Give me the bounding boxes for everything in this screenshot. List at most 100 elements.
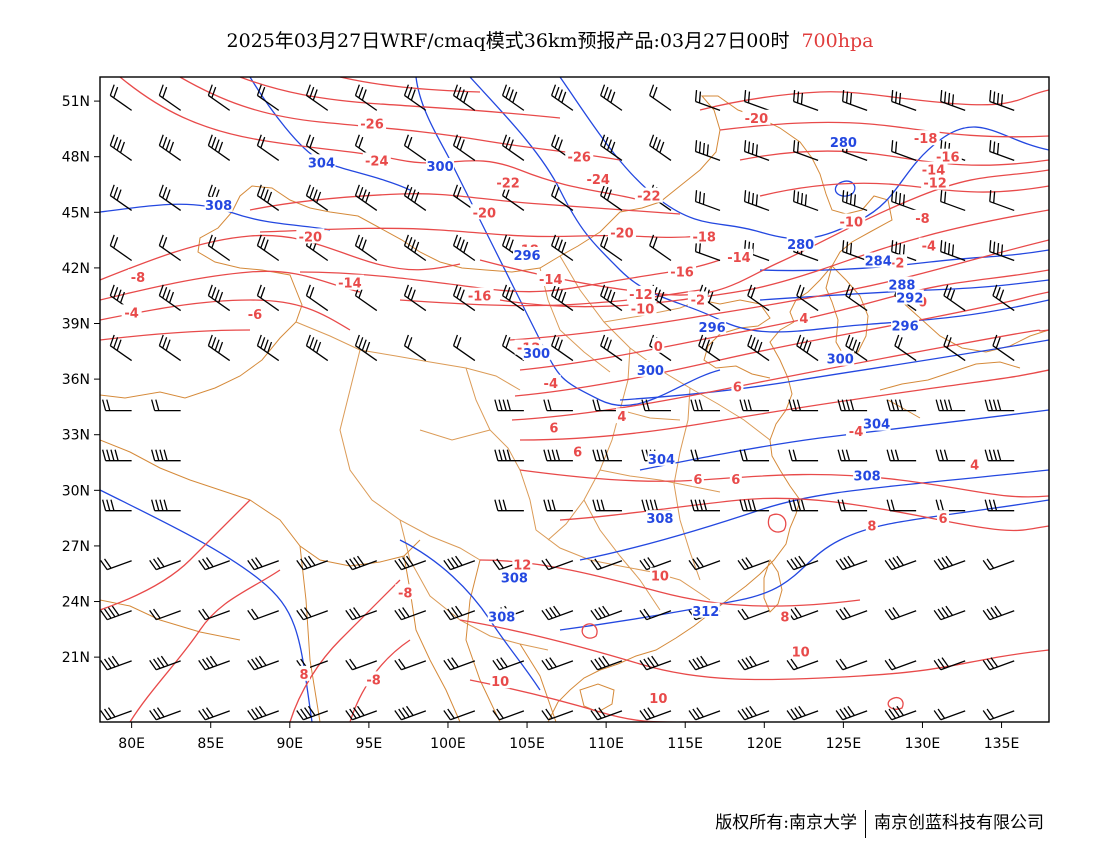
wind-barb-feather [603, 337, 609, 349]
temperature-label-bg [465, 287, 494, 303]
wind-barb [992, 284, 1015, 312]
wind-barb [743, 90, 770, 111]
wind-barb-feather [459, 89, 465, 101]
wind-barb-feather [951, 94, 955, 106]
wind-barb-staff [551, 195, 574, 211]
wind-barb-feather [198, 609, 206, 621]
wind-barb [305, 334, 329, 362]
wind-barb-feather [596, 499, 601, 511]
temperature-label-bg [634, 187, 663, 203]
wind-barb-feather [198, 660, 206, 671]
wind-barb-feather [463, 241, 469, 253]
wind-barb-feather [398, 708, 406, 719]
wind-barb-staff [548, 560, 574, 571]
wind-barb-staff [989, 710, 1015, 721]
wind-barb-feather [600, 334, 606, 346]
wind-barb-staff [793, 610, 819, 621]
wind-barb-feather [796, 191, 800, 204]
wind-barb-feather [688, 710, 697, 721]
wind-barb-feather [849, 192, 853, 205]
wind-barb-feather [451, 557, 459, 568]
wind-barb-feather [113, 186, 119, 199]
height-label-bg [887, 276, 916, 292]
wind-barb-feather [551, 284, 557, 296]
wind-barb-feather [694, 140, 698, 152]
height-label-bg [829, 133, 858, 149]
wind-barb-feather [402, 557, 410, 568]
wind-barb-feather [345, 660, 353, 671]
wind-barb-feather [651, 655, 659, 666]
wind-barb [345, 607, 378, 621]
wind-barb-staff [695, 200, 721, 212]
wind-barb [403, 334, 427, 362]
wind-barb-feather [447, 708, 455, 719]
wind-barb-staff [208, 345, 231, 362]
wind-barb-feather [494, 449, 499, 461]
wind-barb-feather [207, 334, 213, 346]
wind-barb [256, 184, 280, 211]
wind-barb-feather [501, 334, 508, 346]
wind-barb-feather [737, 660, 746, 671]
wind-barb-feather [790, 708, 799, 719]
wind-barb-staff [404, 245, 427, 262]
wind-barb-feather [600, 234, 606, 246]
wind-barb-feather [799, 337, 805, 349]
wind-barb [394, 705, 427, 721]
wind-barb [747, 334, 770, 362]
temp-contour-f4 [519, 269, 1049, 371]
wind-barb-feather [701, 337, 707, 349]
wind-barb-feather [549, 607, 557, 618]
wind-barb [984, 499, 1015, 512]
wind-barb-staff [109, 195, 133, 211]
wind-barb [207, 234, 231, 262]
wind-barb-feather [590, 559, 599, 571]
wind-barb [649, 234, 672, 262]
wind-barb-staff [257, 144, 280, 161]
wind-barb-feather [111, 605, 120, 616]
wind-barb [494, 499, 524, 512]
wind-barb-feather [165, 339, 171, 351]
wind-barb-feather [260, 337, 266, 349]
wind-barb-feather [799, 287, 805, 299]
wind-barb-staff [597, 710, 623, 721]
height-label-bg [522, 345, 551, 361]
wind-barb-feather [943, 449, 949, 461]
lat-tick-label: 21N [62, 650, 90, 666]
wind-barb [394, 555, 427, 571]
wind-barb [151, 399, 181, 412]
temp-contour-sw3 [289, 579, 401, 722]
wind-barb-feather [990, 657, 999, 668]
wind-barb-feather [443, 559, 451, 571]
wind-barb-feather [459, 239, 465, 251]
wind-barb-staff [158, 295, 182, 312]
lon-tick-label: 120E [747, 736, 783, 752]
wind-barb-staff [992, 345, 1015, 362]
wind-barb-staff [306, 295, 329, 312]
wind-barb-feather [853, 194, 856, 206]
wind-barb-staff [695, 660, 721, 671]
wind-barb-feather [207, 184, 213, 196]
height-label: 280 [830, 136, 857, 151]
wind-barb-staff [649, 144, 672, 161]
wind-barb-feather [256, 284, 262, 296]
wind-barb-staff [597, 660, 623, 671]
wind-barb-staff [695, 560, 721, 571]
wind-barb-feather [506, 449, 511, 461]
wind-barb-feather [496, 658, 504, 669]
wind-barb-feather [989, 140, 992, 152]
wind-barb-feather [218, 291, 224, 303]
wind-barb-staff [257, 94, 280, 111]
wind-barb [786, 607, 819, 621]
wind-barb-staff [842, 560, 868, 571]
wind-barb-feather [792, 449, 797, 461]
height-label: 300 [827, 353, 854, 368]
wind-barb-feather [260, 186, 266, 199]
lon-tick-label: 130E [905, 736, 941, 752]
wind-barb-feather [639, 660, 648, 671]
height-label-bg [826, 350, 855, 366]
wind-barb-staff [352, 660, 378, 671]
wind-barb [649, 134, 672, 161]
wind-barb-feather [410, 289, 416, 301]
wind-barb-feather [698, 191, 702, 204]
lon-tick-label: 135E [984, 736, 1020, 752]
